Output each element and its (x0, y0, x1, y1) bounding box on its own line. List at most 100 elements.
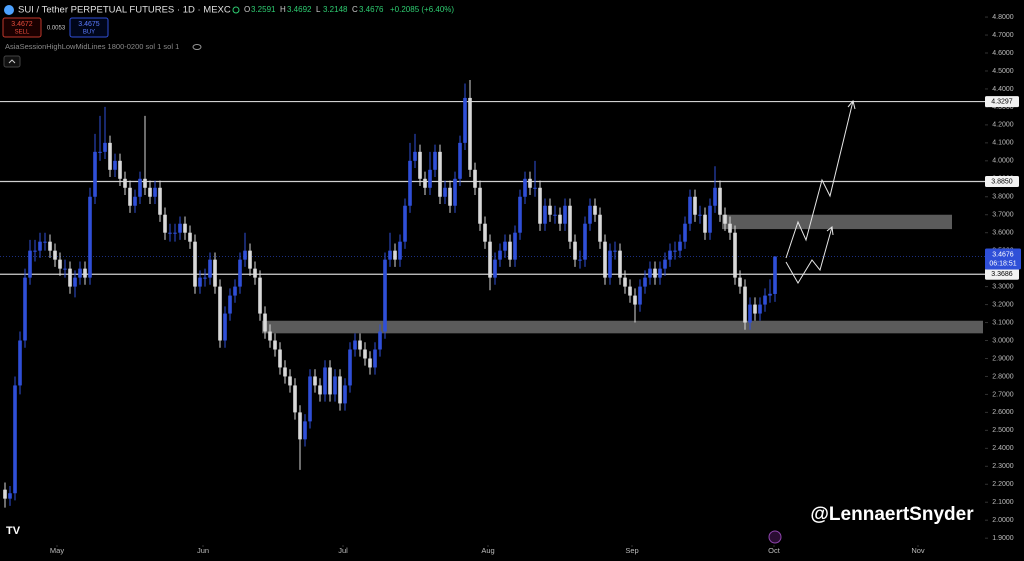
candle-body (343, 385, 347, 404)
sell-button[interactable] (2, 17, 42, 38)
candle-body (403, 205, 407, 242)
candle-body (58, 259, 62, 269)
candle-body (698, 214, 702, 216)
ohlc-key: H (280, 5, 286, 14)
y-tick-label: 2.0000 (992, 517, 1014, 524)
candle-body (43, 241, 47, 243)
candle-body (598, 214, 602, 242)
y-tick-label: 4.6000 (992, 50, 1014, 57)
sell-label: SELL (15, 30, 30, 36)
projection-path (785, 100, 854, 259)
candle-body (238, 259, 242, 287)
zone (722, 214, 952, 230)
candle-body (708, 205, 712, 233)
candle-body (13, 385, 17, 494)
x-tick-label: Nov (911, 546, 925, 555)
candle-body (278, 349, 282, 368)
candle-body (758, 304, 762, 314)
collapse-icon (8, 59, 16, 64)
y-tick-label: 3.2000 (992, 301, 1014, 308)
candle-body (383, 259, 387, 332)
y-tick-label: 4.1000 (992, 140, 1014, 147)
candle-body (558, 214, 562, 224)
candle-body (53, 250, 57, 260)
ohlc-value: 3.2591 (251, 5, 276, 14)
candle-body (703, 214, 707, 233)
ohlc-value: 3.4676 (359, 5, 384, 14)
candle-body (548, 205, 552, 215)
candle-body (148, 187, 152, 197)
candle-body (168, 232, 172, 234)
candle-body (63, 268, 67, 270)
projection-path (785, 226, 833, 284)
candle-body (728, 223, 732, 233)
candle-body (93, 151, 97, 197)
candle-body (268, 331, 272, 341)
candle-body (443, 187, 447, 197)
candle-body (448, 187, 452, 206)
candle-body (248, 250, 252, 269)
spread: 0.0053 (47, 26, 66, 32)
candle-body (628, 286, 632, 296)
ohlc-value: 3.4692 (287, 5, 312, 14)
arrowhead (847, 99, 856, 110)
candle-body (678, 241, 682, 251)
candle-body (518, 196, 522, 233)
candle-body (633, 295, 637, 305)
candle-body (508, 241, 512, 260)
event-icon[interactable] (768, 530, 782, 544)
y-tick-label: 2.9000 (992, 355, 1014, 362)
collapse-button[interactable] (3, 55, 21, 68)
candle-body (103, 142, 107, 152)
candle-body (483, 223, 487, 242)
candle-body (648, 268, 652, 278)
candle-body (328, 367, 332, 395)
candle-body (578, 259, 582, 261)
candle-body (193, 241, 197, 287)
candle-body (153, 187, 157, 197)
candle-body (223, 313, 227, 341)
candle-body (453, 178, 457, 206)
price-axis: 1.9000 2.0000 2.1000 2.2000 2.3000 2.4000 2.50… (985, 14, 1014, 542)
candle-body (613, 250, 617, 252)
candle-body (73, 277, 77, 287)
x-tick-label: Oct (768, 546, 781, 555)
candle-body (428, 169, 432, 188)
candle-body (353, 340, 357, 350)
y-tick-label: 2.5000 (992, 427, 1014, 434)
visibility-icon[interactable] (192, 44, 202, 50)
candle-body (158, 187, 162, 215)
candle-body (663, 259, 667, 269)
candle-body (393, 250, 397, 260)
candle-body (723, 214, 727, 224)
candle-body (673, 250, 677, 252)
candle-body (143, 178, 147, 188)
y-tick-label: 3.3000 (992, 283, 1014, 290)
x-tick-label: Sep (625, 546, 638, 555)
candle-body (3, 489, 7, 499)
candle-body (623, 277, 627, 287)
y-tick-label: 1.9000 (992, 535, 1014, 542)
candle-body (638, 286, 642, 305)
candle-body (373, 349, 377, 368)
candle-body (263, 313, 267, 332)
y-tick-label: 3.7000 (992, 212, 1014, 219)
candle-body (433, 151, 437, 170)
indicator-label: AsiaSessionHighLowMidLines 1800-0200 sol… (5, 42, 179, 51)
status-dot (232, 6, 240, 14)
y-tick-label: 4.3000 (992, 104, 1014, 111)
candle-body (228, 295, 232, 314)
candle-body (38, 241, 42, 251)
candle-body (8, 493, 12, 499)
candle-body (688, 196, 692, 224)
candle-body (603, 241, 607, 278)
candle-body (763, 295, 767, 305)
level-tag (985, 175, 1019, 187)
buy-button[interactable] (69, 17, 109, 38)
candle-body (458, 142, 462, 179)
candle-body (533, 187, 537, 189)
ohlc-key: O (244, 5, 250, 14)
candle-body (608, 250, 612, 278)
candle-body (68, 268, 72, 287)
candle-body (398, 241, 402, 260)
